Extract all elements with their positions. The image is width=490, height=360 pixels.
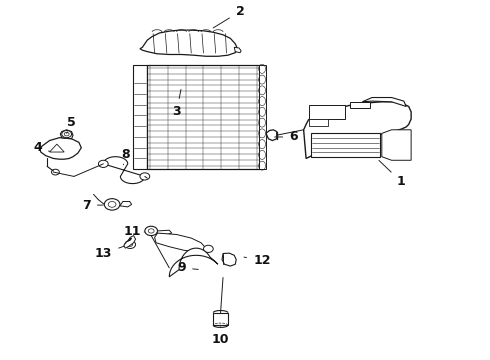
Polygon shape <box>157 230 171 234</box>
Polygon shape <box>304 102 411 158</box>
Circle shape <box>108 202 116 207</box>
Text: 2: 2 <box>213 5 245 28</box>
Text: 10: 10 <box>212 325 229 346</box>
Polygon shape <box>40 138 81 159</box>
Text: 8: 8 <box>121 148 129 165</box>
Circle shape <box>148 229 154 233</box>
Text: 11: 11 <box>124 225 145 238</box>
Circle shape <box>51 169 59 175</box>
Bar <box>147 65 260 169</box>
Polygon shape <box>120 202 132 207</box>
Circle shape <box>203 245 213 252</box>
Circle shape <box>98 160 108 167</box>
Circle shape <box>145 226 158 235</box>
Text: 6: 6 <box>275 130 298 144</box>
Bar <box>350 102 369 108</box>
Bar <box>133 65 147 169</box>
Polygon shape <box>234 47 241 53</box>
Polygon shape <box>382 130 411 160</box>
Bar <box>309 105 345 119</box>
Polygon shape <box>259 65 266 169</box>
Polygon shape <box>155 233 206 252</box>
Text: 7: 7 <box>82 199 103 212</box>
Circle shape <box>140 173 150 180</box>
Text: 5: 5 <box>67 116 76 134</box>
Bar <box>312 134 380 157</box>
Polygon shape <box>222 253 236 266</box>
Bar <box>309 119 328 126</box>
Polygon shape <box>124 235 136 248</box>
Polygon shape <box>140 30 238 56</box>
Polygon shape <box>103 157 145 184</box>
Polygon shape <box>362 98 406 107</box>
Circle shape <box>128 243 133 246</box>
Text: 12: 12 <box>244 254 271 267</box>
Text: 4: 4 <box>33 141 49 154</box>
Circle shape <box>62 131 72 138</box>
Text: 13: 13 <box>95 246 124 260</box>
Circle shape <box>64 132 69 136</box>
Polygon shape <box>213 313 228 325</box>
Polygon shape <box>169 248 218 277</box>
Text: 3: 3 <box>172 90 181 118</box>
Text: 9: 9 <box>177 261 198 274</box>
Polygon shape <box>60 130 73 139</box>
Circle shape <box>104 199 120 210</box>
Polygon shape <box>266 130 277 140</box>
Circle shape <box>125 240 136 248</box>
Text: 1: 1 <box>379 161 406 188</box>
